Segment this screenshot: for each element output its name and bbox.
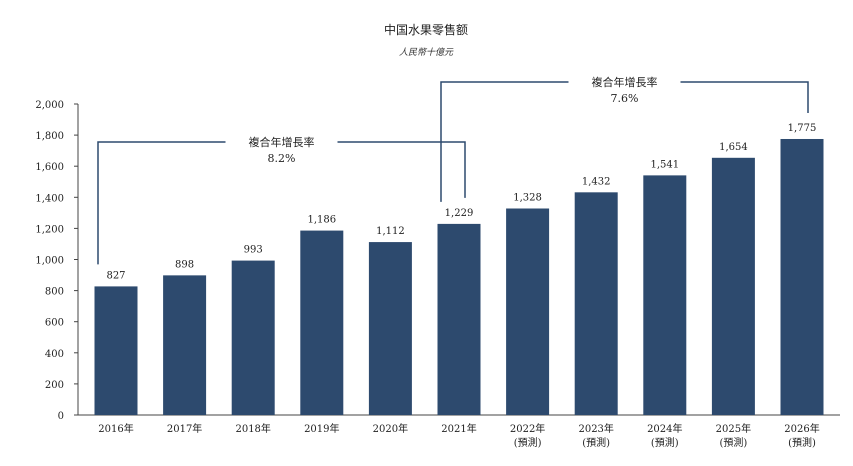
cagr-value: 7.6% — [611, 92, 639, 105]
cagr-bracket-right — [337, 141, 466, 198]
cagr-bracket-right — [680, 81, 809, 113]
y-tick-label: 200 — [45, 380, 64, 391]
y-tick-label: 600 — [45, 318, 64, 329]
x-tick-label: 2018年 — [235, 422, 270, 435]
bar-value-label: 1,775 — [788, 123, 817, 134]
y-tick-label: 1,600 — [35, 162, 64, 173]
bar-value-label: 1,541 — [650, 159, 679, 170]
bar-value-label: 1,112 — [376, 226, 405, 237]
y-tick-label: 1,400 — [35, 193, 64, 204]
x-tick-label: 2020年 — [373, 422, 408, 435]
chart-subtitle: 人民幣十億元 — [399, 47, 454, 58]
bar — [506, 208, 550, 415]
bar — [711, 157, 755, 416]
bar — [300, 230, 344, 415]
bar-value-label: 898 — [175, 259, 194, 270]
cagr-bracket-left — [440, 81, 569, 202]
x-tick-label: 2024年 — [647, 422, 682, 435]
x-tick-label: 2026年 — [784, 422, 819, 435]
x-tick-label: 2019年 — [304, 422, 339, 435]
cagr-bracket-left — [97, 141, 226, 265]
y-tick-label: 400 — [45, 349, 64, 360]
x-tick-note: (預測) — [514, 436, 542, 449]
bar — [437, 223, 481, 415]
x-tick-note: (預測) — [651, 436, 679, 449]
bar-value-label: 1,328 — [513, 192, 542, 203]
cagr-label: 複合年增長率 — [592, 75, 658, 89]
bar-value-label: 827 — [106, 270, 125, 281]
bar — [163, 275, 207, 415]
bar — [231, 260, 275, 415]
y-tick-label: 2,000 — [35, 100, 64, 111]
y-tick-label: 1,200 — [35, 224, 64, 235]
cagr-value: 8.2% — [268, 152, 296, 165]
bar-value-label: 1,432 — [582, 176, 611, 187]
cagr-annotations: 複合年增長率 8.2% 複合年增長率 7.6% — [97, 75, 809, 265]
bar-value-label: 1,654 — [719, 142, 748, 153]
bar — [574, 192, 618, 415]
bar — [780, 138, 824, 416]
x-tick-note: (預測) — [719, 436, 747, 449]
y-tick-label: 1,000 — [35, 256, 64, 267]
y-tick-label: 0 — [58, 411, 64, 422]
chart-title: 中国水果零售额 — [384, 22, 468, 37]
x-tick-label: 2022年 — [510, 422, 545, 435]
bar — [94, 286, 138, 415]
bar — [368, 242, 412, 415]
x-tick-label: 2016年 — [98, 422, 133, 435]
x-tick-label: 2017年 — [167, 422, 202, 435]
y-tick-label: 800 — [45, 287, 64, 298]
x-tick-label: 2023年 — [578, 422, 613, 435]
x-tick-note: (預測) — [788, 436, 816, 449]
bar — [643, 175, 687, 415]
x-tick-note: (預測) — [582, 436, 610, 449]
x-tick-label: 2021年 — [441, 422, 476, 435]
bar-value-label: 993 — [244, 245, 263, 256]
bars: 827 2016年 898 2017年 993 2018年 1,186 2019年 1,112 2… — [94, 123, 824, 449]
x-tick-label: 2025年 — [716, 422, 751, 435]
y-tick-label: 1,800 — [35, 131, 64, 142]
bar-value-label: 1,229 — [445, 208, 474, 219]
cagr-label: 複合年增長率 — [249, 135, 315, 149]
bar-value-label: 1,186 — [307, 215, 336, 226]
